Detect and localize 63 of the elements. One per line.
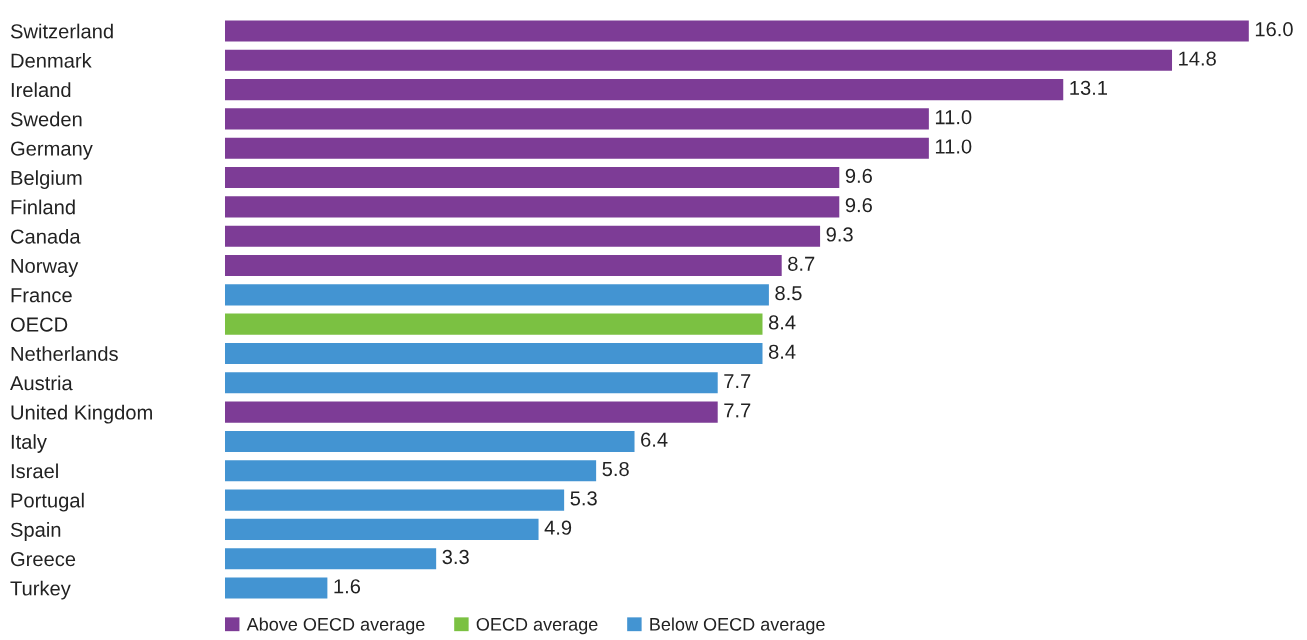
- y-tick-label: United Kingdom: [11, 404, 152, 424]
- data-label: 7.7: [724, 374, 751, 389]
- y-tick-label: Belgium: [11, 170, 82, 190]
- bar: [225, 401, 718, 423]
- bar: [225, 577, 328, 599]
- bar: [225, 430, 635, 452]
- y-tick-label: Italy: [11, 434, 47, 453]
- data-label: 14.8: [1179, 51, 1216, 66]
- y-tick-label: Turkey: [10, 580, 71, 600]
- y-tick-label: France: [11, 288, 72, 303]
- legend-label: OECD average: [476, 617, 598, 635]
- data-label: 8.5: [775, 285, 802, 301]
- y-tick-label: Netherlands: [11, 346, 118, 361]
- y-tick-label: Denmark: [11, 52, 92, 68]
- y-tick-label: Israel: [11, 463, 58, 479]
- data-label: 16.0: [1255, 22, 1293, 37]
- bar: [225, 225, 821, 247]
- y-tick-label: Switzerland: [10, 23, 113, 39]
- bar: [225, 196, 840, 218]
- data-label: 13.1: [1070, 80, 1108, 96]
- data-label: 4.9: [544, 520, 572, 535]
- data-label: 9.6: [845, 198, 872, 213]
- bar: [225, 49, 1173, 71]
- bar: [225, 167, 840, 189]
- y-tick-label: Ireland: [11, 82, 71, 98]
- y-tick-label: OECD: [10, 317, 68, 332]
- y-tick-label: Germany: [11, 141, 93, 160]
- data-label: 9.6: [845, 168, 872, 183]
- y-tick-label: Sweden: [10, 111, 82, 127]
- bar: [225, 79, 1064, 101]
- data-label: 8.7: [788, 256, 815, 271]
- legend-label: Above OECD average: [246, 617, 425, 635]
- data-label: 9.3: [826, 227, 853, 242]
- bar: [225, 548, 437, 570]
- data-label: 11.0: [935, 110, 972, 125]
- data-label: 6.4: [641, 432, 668, 447]
- data-label: 8.4: [768, 315, 796, 330]
- bar: [225, 460, 597, 482]
- y-tick-label: Norway: [11, 258, 79, 277]
- y-tick-label: Finland: [11, 199, 75, 215]
- y-tick-label: Austria: [10, 375, 73, 391]
- bar: [225, 342, 763, 365]
- data-label: 3.3: [442, 549, 469, 565]
- y-tick-label: Spain: [10, 522, 61, 541]
- bar: [225, 372, 718, 394]
- bar: [225, 20, 1249, 42]
- data-label: 1.6: [334, 579, 361, 594]
- y-tick-label: Portugal: [11, 492, 84, 512]
- data-label: 5.3: [570, 491, 597, 506]
- bar: [225, 313, 763, 335]
- data-label: 11.0: [935, 139, 972, 154]
- bar: [225, 254, 782, 277]
- bar: [225, 518, 539, 540]
- y-tick-label: Canada: [11, 228, 81, 244]
- data-label: 7.7: [724, 403, 751, 418]
- bar: [225, 489, 565, 511]
- data-label: 5.8: [602, 461, 629, 477]
- legend-label: Below OECD average: [650, 617, 825, 635]
- bar: [225, 137, 929, 159]
- data-label: 8.4: [768, 344, 796, 359]
- y-tick-label: Greece: [11, 551, 76, 567]
- bar: [225, 284, 769, 306]
- bar: [225, 108, 929, 130]
